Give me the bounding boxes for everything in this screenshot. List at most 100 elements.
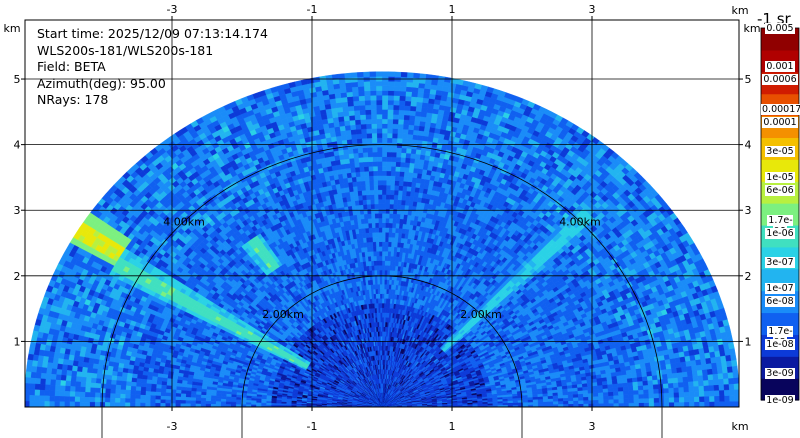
- beta-cell: [688, 391, 695, 398]
- beta-cell: [623, 402, 630, 407]
- beta-cell: [668, 392, 675, 398]
- beta-cell: [638, 393, 645, 399]
- beta-cell: [583, 399, 589, 404]
- beta-cell: [637, 380, 644, 387]
- beta-cell: [713, 390, 720, 397]
- beta-cell: [676, 366, 683, 373]
- beta-cell: [638, 389, 644, 395]
- beta-cell: [693, 385, 700, 392]
- beta-cell: [702, 374, 709, 381]
- beta-cell: [697, 374, 704, 382]
- beta-cell: [653, 397, 660, 403]
- beta-cell: [673, 396, 680, 403]
- beta-cell: [668, 397, 675, 403]
- beta-cell: [718, 378, 725, 385]
- beta-cell: [552, 398, 559, 402]
- beta-cell: [726, 366, 734, 373]
- beta-cell: [698, 385, 705, 392]
- beta-cell: [703, 390, 710, 397]
- beta-cell: [602, 391, 609, 397]
- beta-cell: [706, 362, 713, 370]
- beta-cell: [666, 372, 673, 379]
- beta-cell: [705, 357, 712, 365]
- beta-cell: [714, 401, 720, 407]
- beta-cell: [708, 384, 715, 392]
- beta-cell: [666, 368, 673, 375]
- beta-cell: [718, 384, 725, 391]
- beta-cell: [668, 402, 675, 407]
- beta-cell: [711, 367, 719, 375]
- beta-cell: [687, 375, 694, 382]
- beta-cell: [733, 383, 739, 390]
- beta-cell: [729, 347, 736, 355]
- beta-cell: [692, 375, 699, 382]
- beta-cell: [622, 386, 629, 392]
- beta-cell: [623, 398, 630, 404]
- beta-cell: [597, 392, 604, 397]
- beta-cell: [699, 401, 705, 407]
- beta-cell: [553, 400, 559, 405]
- beta-cell: [694, 396, 700, 403]
- beta-cell: [603, 395, 609, 400]
- beta-cell: [652, 383, 659, 390]
- beta-cell: [643, 402, 650, 407]
- beta-cell: [633, 402, 640, 407]
- beta-cell: [703, 379, 710, 386]
- beta-cell: [612, 387, 619, 392]
- beta-cell: [667, 377, 674, 384]
- beta-cell: [602, 388, 609, 393]
- beta-cell: [683, 386, 690, 393]
- beta-cell: [681, 371, 688, 378]
- beta-cell: [573, 397, 579, 401]
- beta-cell: [734, 400, 739, 407]
- beta-cell: [733, 377, 739, 384]
- beta-cell: [627, 381, 634, 387]
- beta-cell: [568, 400, 574, 405]
- beta-cell: [721, 366, 729, 374]
- beta-cell: [734, 389, 739, 396]
- beta-cell: [696, 364, 703, 371]
- beta-cell: [696, 369, 704, 376]
- beta-cell: [712, 373, 719, 380]
- beta-cell: [603, 402, 609, 407]
- beta-cell: [642, 384, 649, 390]
- beta-cell: [592, 392, 599, 397]
- beta-cell: [542, 401, 549, 405]
- beta-cell: [678, 396, 685, 403]
- beta-cell: [633, 389, 639, 395]
- beta-cell: [724, 395, 730, 402]
- beta-cell: [607, 383, 614, 389]
- beta-cell: [626, 373, 633, 379]
- beta-cell: [684, 401, 690, 407]
- beta-cell: [673, 387, 680, 393]
- beta-cell: [689, 401, 695, 407]
- beta-cell: [608, 399, 615, 404]
- beta-cell: [653, 402, 660, 407]
- beta-cell: [646, 375, 653, 381]
- beta-cell: [636, 376, 643, 382]
- beta-cell: [522, 399, 529, 403]
- beta-cell: [723, 383, 730, 391]
- beta-cell: [583, 396, 589, 401]
- beta-cell: [547, 395, 554, 400]
- beta-cell: [537, 401, 544, 405]
- beta-cell: [583, 403, 589, 407]
- beta-cell: [686, 370, 693, 377]
- beta-cell: [643, 397, 650, 403]
- beta-cell: [532, 401, 539, 405]
- beta-cell: [691, 364, 698, 372]
- beta-cell: [613, 402, 620, 407]
- beta-cell: [653, 388, 660, 394]
- beta-cell: [613, 398, 620, 404]
- beta-cell: [682, 381, 689, 388]
- beta-cell: [673, 392, 680, 398]
- beta-cell: [643, 389, 649, 395]
- beta-cell: [717, 372, 724, 380]
- beta-cell: [714, 395, 720, 402]
- beta-cell: [729, 389, 735, 396]
- beta-cell: [582, 393, 589, 398]
- beta-cell: [709, 395, 715, 402]
- beta-cell: [691, 370, 698, 377]
- beta-cell: [688, 396, 695, 403]
- beta-cell: [532, 399, 539, 403]
